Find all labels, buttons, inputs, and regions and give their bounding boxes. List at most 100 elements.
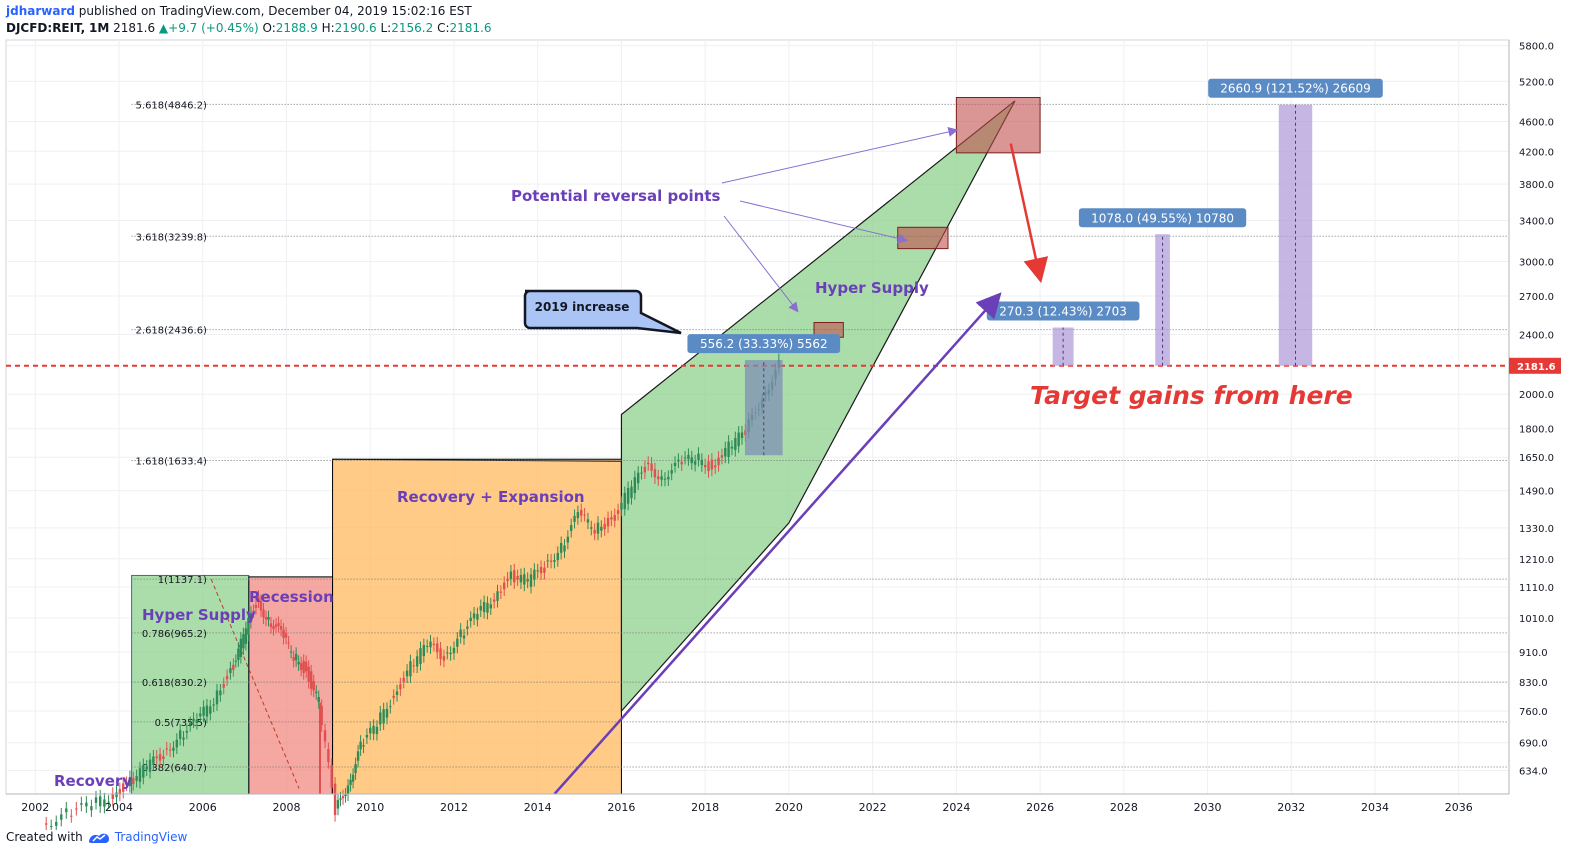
candle-body	[257, 596, 260, 602]
candle-body	[734, 438, 737, 450]
candle-body	[660, 476, 663, 480]
candle-body	[209, 706, 212, 714]
candle-body	[294, 653, 298, 661]
candle-body	[148, 759, 152, 772]
candle-body	[569, 525, 573, 531]
x-tick-label: 2004	[105, 801, 133, 814]
candle-body	[333, 783, 337, 816]
candle-body	[620, 502, 623, 510]
x-tick-label: 2012	[440, 801, 468, 814]
candle-body	[533, 569, 536, 580]
y-axis[interactable]: 5800.0 5200.0 4600.0 4200.0 3800.0 3400.0 3000…	[1508, 40, 1561, 794]
candle-body	[359, 741, 362, 750]
candle-body	[344, 794, 347, 797]
x-tick-label: 2014	[524, 801, 552, 814]
x-tick-label: 2002	[21, 801, 49, 814]
candle-body	[593, 529, 596, 534]
candle-body	[446, 652, 449, 654]
candle-body	[586, 519, 590, 523]
hyper-supply-wedge	[620, 100, 1016, 713]
candle-body	[122, 783, 125, 792]
candle-body	[523, 574, 526, 585]
symbol: DJCFD:REIT	[6, 21, 81, 35]
x-tick-label: 2016	[607, 801, 635, 814]
candle-body	[132, 778, 135, 785]
tradingview-brand[interactable]: TradingView	[114, 830, 188, 844]
measure-label-bg	[1078, 208, 1247, 228]
y-tick-label: 1110.0	[1519, 583, 1554, 594]
candle-body	[389, 706, 392, 708]
candle-body	[573, 515, 576, 522]
candle-body	[690, 457, 693, 464]
candle-body	[563, 545, 566, 552]
candle-body	[513, 570, 516, 583]
candle-body	[168, 749, 172, 751]
candle-body	[336, 799, 340, 809]
candle-body	[365, 734, 369, 738]
candle-body	[254, 604, 258, 608]
current-price-label: 2181.6	[1517, 362, 1556, 373]
candle-body	[623, 492, 626, 510]
candle-body	[60, 814, 63, 820]
price-chart[interactable]: 5.618(4846.2) 3.618(3239.8) 2.618(2436.6) 1…	[0, 0, 1592, 830]
candle-body	[626, 488, 630, 504]
candle-body	[158, 754, 162, 761]
candle-body	[405, 670, 409, 677]
open-label: O:	[262, 21, 276, 35]
x-tick-label: 2020	[775, 801, 803, 814]
candle-body	[172, 747, 175, 751]
candle-body	[382, 709, 385, 724]
candle-body	[549, 560, 553, 562]
fib-diagonal	[210, 578, 300, 789]
label-target-gains: Target gains from here	[1030, 381, 1353, 410]
open-value: 2188.9	[275, 21, 318, 35]
candle-body	[606, 518, 610, 527]
footer: Created with TradingView	[6, 830, 187, 844]
candles	[44, 353, 781, 830]
candle-body	[175, 739, 179, 748]
reversal-arrow	[1009, 143, 1049, 284]
fib-label: 0.5(735.5)	[155, 718, 207, 729]
candle-body	[439, 648, 442, 660]
candle-body	[590, 527, 593, 529]
candle-body	[492, 599, 496, 602]
fib-label: 0.786(965.2)	[142, 629, 207, 640]
author-name[interactable]: jdharward	[6, 4, 75, 18]
candle-body	[653, 469, 657, 478]
candle-body	[449, 652, 452, 655]
candle-body	[165, 748, 168, 750]
candle-body	[118, 789, 122, 795]
candle-body	[536, 570, 539, 572]
candle-body	[259, 600, 263, 611]
candle-body	[75, 808, 78, 810]
candle-body	[667, 476, 670, 480]
candle-body	[596, 522, 600, 534]
candle-body	[693, 461, 697, 465]
candle-body	[346, 785, 350, 795]
candle-body	[600, 526, 603, 531]
candle-body	[292, 657, 295, 661]
x-axis[interactable]: 2002 2004 2006 2008 2010 2012 2014 2016 2018 2020…	[6, 793, 1509, 814]
candle-body	[529, 574, 533, 587]
candle-body	[663, 478, 667, 480]
created-with-text: Created with	[6, 830, 83, 844]
candle-body	[476, 614, 479, 620]
measure-label: 1078.0 (49.55%) 10780	[1091, 211, 1234, 225]
measure-label: 2660.9 (121.52%) 26609	[1220, 82, 1371, 96]
callout-2019-text: 2019 increase	[535, 300, 630, 314]
candle-body	[222, 684, 225, 688]
candle-body	[330, 765, 333, 788]
candle-body	[636, 472, 640, 484]
fib-label: 5.618(4846.2)	[136, 100, 208, 111]
candle-body	[519, 574, 523, 583]
candle-body	[683, 457, 687, 459]
candle-body	[499, 591, 503, 593]
x-tick-label: 2036	[1445, 801, 1473, 814]
candle-body	[717, 457, 720, 466]
candle-body	[142, 764, 145, 778]
candle-body	[55, 821, 58, 826]
zone-orange	[332, 458, 622, 795]
candle-body	[580, 509, 583, 516]
candle-body	[242, 634, 245, 649]
